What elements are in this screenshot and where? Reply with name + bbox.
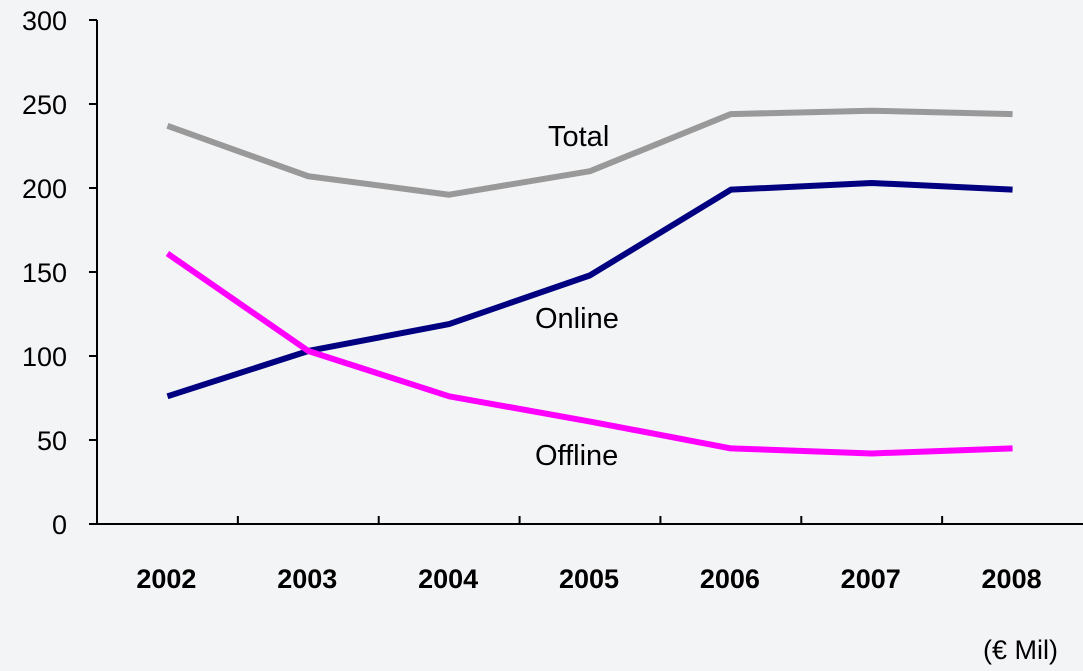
y-tick-label: 100 bbox=[22, 342, 67, 372]
series-line-total bbox=[166, 107, 1013, 198]
series-label-online: Online bbox=[535, 303, 619, 335]
series-line-offline bbox=[165, 251, 1013, 457]
y-tick-label: 250 bbox=[22, 90, 67, 120]
y-tick-label: 50 bbox=[37, 426, 67, 456]
y-tick-label: 0 bbox=[52, 510, 67, 540]
series-label-offline: Offline bbox=[535, 440, 618, 472]
y-ticks: 0 50 100 150 200 250 300 bbox=[22, 6, 97, 540]
x-tick-label: 2006 bbox=[700, 564, 760, 594]
x-tick-label: 2002 bbox=[136, 564, 196, 594]
y-tick-label: 300 bbox=[22, 6, 67, 36]
x-tick-label: 2005 bbox=[559, 564, 619, 594]
series-lines bbox=[165, 107, 1013, 457]
x-tick-label: 2008 bbox=[982, 564, 1042, 594]
x-ticks: 2002 2003 2004 2005 2006 2007 2008 bbox=[136, 516, 1042, 594]
series-line-online bbox=[166, 179, 1013, 400]
unit-label: (€ Mil) bbox=[983, 635, 1058, 665]
y-tick-label: 150 bbox=[22, 258, 67, 288]
x-tick-label: 2004 bbox=[418, 564, 478, 594]
series-label-total: Total bbox=[548, 121, 609, 153]
y-tick-label: 200 bbox=[22, 174, 67, 204]
x-tick-label: 2007 bbox=[841, 564, 901, 594]
series-labels: Total Online Offline bbox=[535, 121, 619, 472]
x-tick-label: 2003 bbox=[277, 564, 337, 594]
